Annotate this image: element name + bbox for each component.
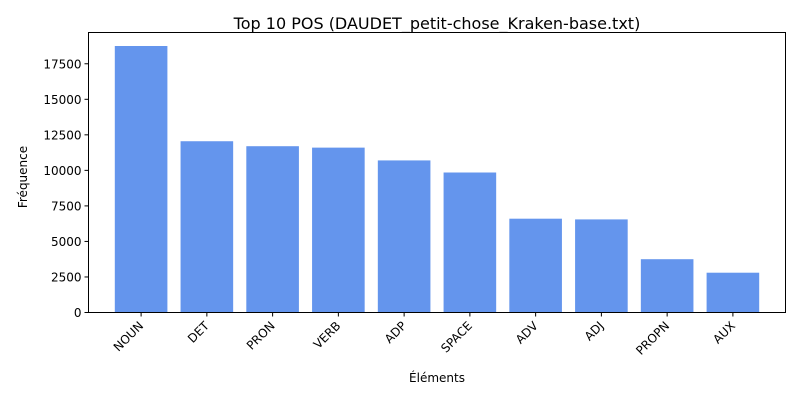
bar-pron [246, 146, 299, 313]
bar-det [180, 141, 234, 313]
y-tick-label: 17500 [43, 57, 81, 71]
bar-space [443, 172, 497, 313]
y-tick-label: 5000 [51, 235, 82, 249]
x-tick-label: AUX [710, 319, 738, 347]
x-axis: NOUN DET PRON VERB ADP SPACE ADV ADJ PROPN AUX [111, 312, 738, 358]
bar-adj [575, 219, 628, 313]
x-tick-label: PROPN [633, 319, 672, 358]
y-tick-label: 2500 [51, 270, 82, 284]
bar-aux [706, 272, 760, 313]
x-tick-label: PRON [244, 319, 278, 353]
x-tick-label: ADP [382, 319, 409, 346]
plot-frame [88, 32, 786, 313]
x-tick-label: VERB [311, 319, 344, 352]
y-tick-label: 15000 [43, 93, 81, 107]
x-tick-label: ADJ [582, 319, 607, 344]
bar-adp [377, 160, 431, 313]
bar-noun [114, 46, 168, 313]
x-tick-label: NOUN [111, 319, 146, 354]
y-axis: 0 2500 5000 7500 10000 12500 15000 17500 [43, 57, 89, 320]
chart-title: Top 10 POS (DAUDET_petit-chose_Kraken-ba… [233, 14, 641, 34]
y-tick-label: 12500 [43, 128, 81, 142]
y-axis-label: Fréquence [16, 146, 30, 208]
bar-verb [312, 147, 365, 313]
x-tick-label: SPACE [438, 319, 475, 356]
y-tick-label: 0 [74, 306, 82, 320]
y-tick-label: 10000 [43, 164, 81, 178]
x-axis-label: Éléments [409, 370, 465, 385]
bars-layer [114, 46, 760, 313]
x-tick-label: DET [185, 318, 212, 345]
x-tick-label: ADV [513, 318, 541, 346]
bar-adv [509, 218, 562, 313]
y-tick-label: 7500 [51, 199, 82, 213]
bar-propn [640, 259, 694, 313]
